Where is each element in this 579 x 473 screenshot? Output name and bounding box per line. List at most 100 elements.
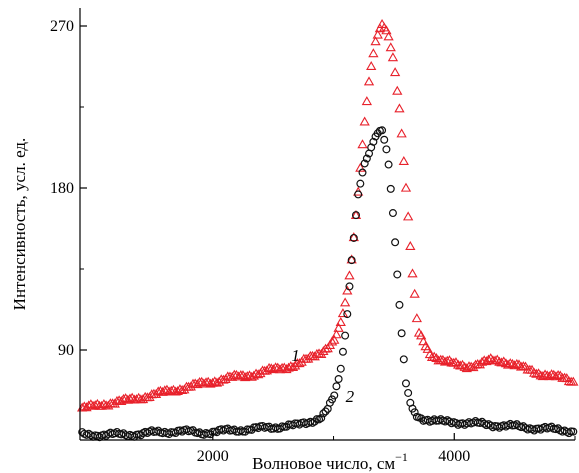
data-point (335, 316, 346, 327)
data-point (163, 386, 175, 396)
data-point (388, 209, 397, 218)
data-point (363, 76, 375, 86)
data-point (564, 429, 573, 438)
data-point (411, 313, 422, 323)
data-point (355, 162, 366, 172)
x-tick-label: 2000 (197, 448, 229, 465)
data-point (368, 48, 379, 58)
data-point (385, 42, 396, 52)
data-point (496, 357, 507, 367)
data-point (341, 331, 350, 340)
data-point (533, 368, 544, 378)
data-point (127, 392, 138, 402)
data-point (358, 168, 367, 177)
data-point (198, 378, 210, 388)
data-point (444, 355, 455, 365)
data-point (213, 376, 225, 386)
data-point (369, 137, 378, 146)
data-point (116, 395, 127, 405)
x-axis-title-sup: −1 (395, 450, 408, 464)
data-point (386, 184, 395, 193)
axes-layer (79, 8, 575, 441)
data-point (274, 364, 286, 374)
data-point (268, 364, 279, 374)
data-point (391, 238, 400, 247)
ticks-layer: 2000 4000 90 180 270 (50, 18, 576, 465)
series-layer: 12 (77, 18, 579, 442)
data-point (203, 376, 214, 386)
data-point (103, 400, 114, 410)
data-point (309, 351, 320, 361)
data-point (387, 52, 399, 62)
y-tick-label: 90 (58, 342, 74, 359)
data-point (359, 116, 370, 126)
data-point (343, 310, 352, 319)
data-point (360, 159, 369, 168)
data-point (237, 370, 249, 380)
data-point (569, 427, 578, 436)
data-point (489, 355, 501, 365)
x-tick-label: 4000 (438, 448, 470, 465)
data-point (349, 233, 358, 242)
data-point (330, 391, 339, 400)
data-point (407, 268, 418, 278)
data-point (338, 347, 347, 356)
data-point (332, 382, 341, 391)
data-point (410, 408, 419, 417)
data-point (240, 372, 251, 382)
data-point (381, 25, 392, 35)
data-point (87, 400, 99, 410)
data-point (339, 297, 351, 307)
data-point (485, 353, 496, 363)
data-point (544, 371, 555, 381)
data-point (281, 364, 292, 374)
data-point (159, 385, 170, 395)
data-point (400, 182, 412, 192)
data-point (422, 343, 433, 353)
data-point (396, 128, 407, 138)
data-point (334, 375, 343, 384)
data-point (457, 359, 468, 369)
data-point (409, 288, 420, 298)
data-point (498, 356, 509, 366)
data-point (398, 155, 409, 165)
data-point (333, 322, 344, 332)
data-point (383, 31, 394, 41)
data-point (137, 394, 149, 404)
data-point (568, 376, 579, 386)
data-point (356, 179, 365, 188)
data-point (394, 103, 405, 113)
data-point (461, 363, 472, 373)
data-point (319, 409, 328, 418)
series-label: 1 (291, 346, 300, 365)
data-point (161, 384, 173, 394)
series-label: 2 (346, 387, 355, 406)
data-point (226, 371, 238, 381)
data-point (85, 399, 97, 409)
data-point (336, 364, 345, 373)
data-point (348, 232, 359, 242)
data-point (399, 355, 408, 364)
data-point (431, 353, 442, 363)
data-point (481, 356, 492, 366)
data-point (328, 395, 337, 404)
data-point (192, 379, 203, 389)
data-point (392, 85, 403, 95)
y-tick-label: 270 (50, 18, 74, 35)
data-point (157, 386, 168, 396)
data-point (294, 358, 305, 368)
data-point (389, 67, 401, 77)
data-point (133, 392, 144, 402)
data-point (403, 211, 414, 221)
data-point (351, 211, 360, 220)
data-point (317, 414, 326, 423)
data-point (370, 36, 381, 46)
data-point (437, 354, 449, 364)
data-point (261, 365, 273, 375)
data-point (455, 360, 466, 370)
data-point (380, 135, 389, 144)
data-point (344, 270, 355, 280)
data-point (337, 308, 349, 318)
data-point (382, 145, 391, 154)
